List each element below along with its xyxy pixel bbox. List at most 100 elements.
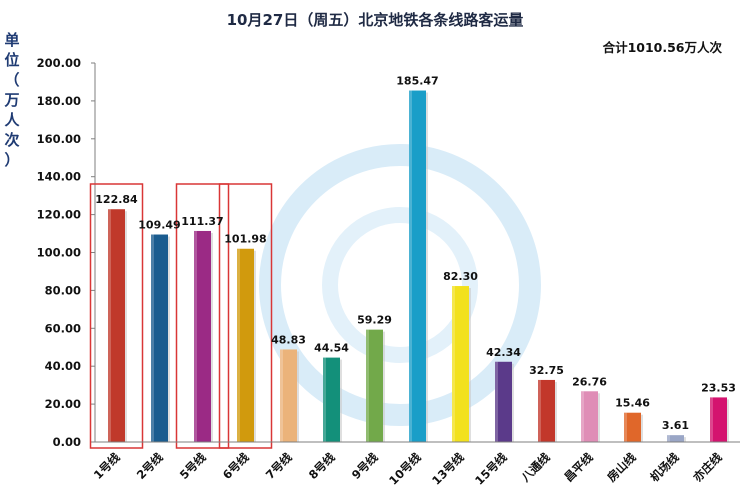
bar	[667, 435, 686, 442]
x-tick-label: 2号线	[134, 450, 166, 482]
bar-highlight	[452, 286, 455, 442]
bar-rect	[538, 379, 555, 442]
highlight-boxes	[89, 183, 273, 449]
data-label: 122.84	[95, 193, 138, 206]
bar-highlight	[280, 349, 283, 442]
x-tick-label: 10号线	[386, 450, 424, 488]
data-label: 185.47	[396, 75, 438, 88]
bar	[194, 230, 213, 442]
bar	[538, 379, 557, 442]
bar-rect	[495, 361, 512, 442]
bar-highlight	[409, 90, 412, 442]
highlight-box	[175, 183, 230, 449]
bar	[710, 397, 729, 442]
x-tick-label: 6号线	[220, 450, 252, 482]
bar-rect	[323, 357, 340, 442]
highlight-box	[218, 183, 273, 449]
bar-rect	[624, 412, 641, 442]
bar-highlight	[237, 248, 240, 442]
y-axis-unit-label: 单位（万人次）	[3, 31, 20, 169]
y-axis-label: 单位（万人次）	[3, 31, 20, 169]
bar-rect	[280, 349, 297, 442]
bar	[237, 248, 256, 442]
data-label: 59.29	[357, 314, 392, 327]
bar-highlight	[366, 329, 369, 442]
data-label: 42.34	[486, 346, 521, 359]
bar-highlight	[108, 209, 111, 442]
data-label: 32.75	[529, 364, 564, 377]
bar-highlight	[710, 397, 713, 442]
bar-highlight	[194, 230, 197, 442]
data-label: 109.49	[138, 219, 180, 232]
y-axis: 0.00 20.00 40.00 60.00 80.00 100.00 120.00 140.…	[37, 56, 96, 449]
x-tick-label: 昌平线	[561, 450, 596, 485]
bar-rect	[194, 230, 211, 442]
bar-highlight	[581, 391, 584, 442]
y-tick-label: 40.00	[45, 359, 81, 373]
data-label: 111.37	[181, 215, 223, 228]
x-tick-label: 15号线	[472, 450, 510, 488]
bar-highlight	[538, 379, 541, 442]
bar	[280, 349, 299, 442]
bar-rect	[710, 397, 727, 442]
bar-highlight	[323, 357, 326, 442]
data-label: 44.54	[314, 342, 349, 355]
x-tick-label: 9号线	[349, 450, 381, 482]
data-label: 3.61	[662, 419, 689, 432]
bar	[409, 90, 428, 442]
data-label: 101.98	[224, 233, 266, 246]
x-axis: 1号线 2号线 5号线 6号线 7号线 8号线 9号线 10号线 13号线 15号线 八通线 昌平线房…	[91, 441, 740, 488]
bar	[151, 234, 170, 442]
data-label: 82.30	[443, 270, 478, 283]
x-tick-label: 5号线	[177, 450, 209, 482]
data-label: 15.46	[615, 397, 650, 410]
bar-highlight	[151, 234, 154, 442]
bar	[581, 391, 600, 442]
bar-rect	[452, 286, 469, 442]
x-tick-label: 13号线	[429, 450, 467, 488]
y-tick-label: 80.00	[45, 283, 81, 297]
y-tick-label: 140.00	[37, 170, 81, 184]
x-tick-label: 八通线	[518, 450, 553, 485]
highlight-box	[89, 183, 144, 449]
chart-title: 10月27日（周五）北京地铁各条线路客运量	[227, 11, 524, 29]
y-tick-label: 0.00	[53, 435, 81, 449]
bar	[452, 286, 471, 442]
x-tick-label: 1号线	[91, 450, 123, 482]
bar-rect	[409, 90, 426, 442]
bar-rect	[667, 435, 684, 442]
bar-rect	[366, 329, 383, 442]
total-label: 合计1010.56万人次	[603, 40, 723, 55]
y-tick-label: 100.00	[37, 246, 81, 260]
y-tick-label: 120.00	[37, 208, 81, 222]
watermark-logo	[259, 144, 541, 426]
x-tick-label: 亦庄线	[690, 450, 725, 485]
bar	[323, 357, 342, 442]
bar-rect	[151, 234, 168, 442]
x-tick-label: 机场线	[647, 450, 682, 485]
y-tick-label: 60.00	[45, 321, 81, 335]
bar-rect	[581, 391, 598, 442]
y-tick-label: 180.00	[37, 94, 81, 108]
bar-rect	[237, 248, 254, 442]
data-label: 26.76	[572, 375, 607, 388]
bar-highlight	[667, 435, 670, 442]
bar	[366, 329, 385, 442]
bar-highlight	[624, 412, 627, 442]
bar	[108, 209, 127, 442]
bars	[108, 90, 729, 442]
y-tick-label: 160.00	[37, 132, 81, 146]
bar-highlight	[495, 361, 498, 442]
y-tick-label: 200.00	[37, 56, 81, 70]
y-tick-label: 20.00	[45, 397, 81, 411]
bar-rect	[108, 209, 125, 442]
data-label: 48.83	[271, 333, 306, 346]
x-tick-label: 房山线	[604, 450, 639, 485]
bar	[624, 412, 643, 442]
x-tick-label: 8号线	[306, 450, 338, 482]
data-label: 23.53	[701, 381, 736, 394]
x-tick-label: 7号线	[263, 450, 295, 482]
